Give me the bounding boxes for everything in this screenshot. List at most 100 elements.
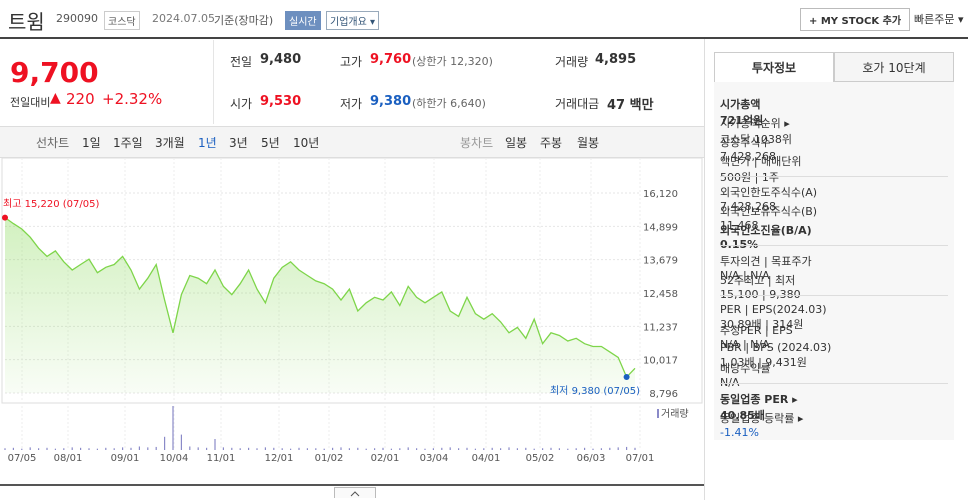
- volume-bar: [592, 448, 594, 450]
- realtime-badge[interactable]: 실시간: [285, 11, 321, 30]
- candle-tab[interactable]: 일봉: [505, 136, 528, 150]
- high-marker: [2, 214, 8, 221]
- info-label: 액면가 | 매매단위: [720, 155, 802, 168]
- candle-tab[interactable]: 주봉: [540, 136, 563, 150]
- my-stock-button[interactable]: + MY STOCK 추가: [800, 8, 911, 31]
- volume-bar: [483, 448, 485, 450]
- price: 9,700: [10, 56, 99, 89]
- volume-bar: [332, 447, 334, 450]
- group-divider: [720, 176, 948, 177]
- info-row: 상장주식수 7,428,268: [720, 134, 954, 163]
- volume-bar: [600, 448, 602, 450]
- volume-bar: [500, 448, 502, 450]
- summary-value: 47 백만: [607, 98, 654, 113]
- volume-bar: [71, 447, 73, 450]
- info-row: 동일업종 등락률 ▸ -1.41%: [720, 410, 954, 439]
- volume-bar: [626, 446, 628, 450]
- side-tab[interactable]: 투자정보: [714, 52, 834, 82]
- quick-order[interactable]: 빠른주문 ▾: [914, 13, 964, 26]
- tab-label: 봉차트: [460, 136, 494, 150]
- volume-bar: [290, 448, 292, 450]
- info-row: 외국인소진율(B/A) 0.15%: [720, 222, 954, 251]
- period-tab[interactable]: 1년: [198, 136, 217, 150]
- company-info[interactable]: 기업개요 ▾: [326, 11, 379, 30]
- y-tick-label: 14,899: [643, 222, 678, 233]
- x-tick-label: 06/03: [577, 453, 606, 464]
- volume-bar: [365, 448, 367, 450]
- period-tab[interactable]: 3년: [229, 136, 248, 150]
- info-label: 시가총액순위 ▸: [720, 117, 790, 130]
- volume-bar: [63, 448, 65, 450]
- info-row: PER | EPS(2024.03) 30.89배 | 314원: [720, 303, 954, 331]
- volume-bar: [256, 448, 258, 450]
- period-tab[interactable]: 1주일: [113, 136, 143, 150]
- divider: [0, 37, 968, 39]
- change-pct: +2.32%: [102, 90, 163, 108]
- info-value: 721억원: [720, 114, 764, 127]
- summary-label: 전일: [230, 55, 253, 69]
- change-arrow: ▲: [50, 90, 61, 106]
- info-row: 시가총액 721억원: [720, 96, 954, 127]
- summary-value: 9,530: [260, 94, 302, 109]
- x-tick-label: 10/04: [160, 453, 189, 464]
- market-badge: 코스닥: [104, 11, 140, 30]
- date-note: 기준(장마감): [214, 14, 274, 27]
- volume-bar: [248, 447, 250, 450]
- info-row: 52주최고 | 최저 15,100 | 9,380: [720, 272, 954, 301]
- info-value: 500원 | 1주: [720, 171, 779, 184]
- volume-bar: [172, 406, 174, 450]
- x-tick-label: 07/01: [626, 453, 655, 464]
- volume-bar: [399, 448, 401, 450]
- volume-bar: [273, 447, 275, 450]
- price-line: [4, 217, 636, 379]
- volume-bar: [122, 447, 124, 450]
- chart-tabs: [0, 126, 704, 158]
- info-label: 추정PER | EPS: [720, 324, 793, 337]
- volume-bar: [239, 448, 241, 450]
- candle-tab[interactable]: 월봉: [577, 136, 600, 150]
- volume-bar: [584, 447, 586, 450]
- volume-bar: [558, 448, 560, 450]
- volume-bar: [575, 448, 577, 450]
- info-value: 7,428,268: [720, 150, 776, 163]
- collapse-icon: [350, 491, 360, 497]
- x-tick-label: 11/01: [207, 453, 236, 464]
- volume-bar: [441, 447, 443, 450]
- period-tab[interactable]: 10년: [293, 136, 320, 150]
- volume-bar: [206, 447, 208, 450]
- x-tick-label: 05/02: [526, 453, 555, 464]
- volume-bar: [138, 446, 140, 450]
- volume-bar: [147, 447, 149, 450]
- period-tab[interactable]: 3개월: [155, 136, 185, 150]
- summary-label: 거래대금: [555, 97, 600, 111]
- collapse-button[interactable]: [334, 487, 376, 498]
- x-tick-label: 04/01: [472, 453, 501, 464]
- info-value: 코스닥 1038위: [720, 133, 792, 146]
- info-label: 배당수익률: [720, 362, 771, 375]
- info-row: 배당수익률 N/A: [720, 360, 954, 389]
- volume-bar: [54, 448, 56, 450]
- x-tick-label: 07/05: [8, 453, 37, 464]
- side-tab[interactable]: 호가 10단계: [834, 52, 954, 82]
- info-value: N/A | N/A: [720, 338, 770, 351]
- volume-bar: [491, 447, 493, 450]
- divider: [0, 484, 704, 486]
- volume-bar: [374, 448, 376, 450]
- volume-bar: [634, 447, 636, 450]
- volume-bar: [323, 448, 325, 450]
- volume-bar: [306, 448, 308, 450]
- volume-bar: [390, 448, 392, 450]
- volume-bar: [46, 447, 48, 450]
- period-tab[interactable]: 5년: [261, 136, 280, 150]
- volume-bar: [424, 448, 426, 450]
- volume-bar: [474, 448, 476, 450]
- info-label: 외국인한도주식수(A): [720, 186, 818, 199]
- volume-bar: [231, 447, 233, 450]
- period-tab[interactable]: 1일: [82, 136, 101, 150]
- info-row: 동일업종 PER ▸ 40.85배: [720, 391, 954, 422]
- volume-bar: [407, 447, 409, 450]
- info-value: 7,428,268: [720, 200, 776, 213]
- volume-bar: [189, 446, 191, 450]
- divider: [704, 39, 705, 500]
- volume-bar: [416, 448, 418, 450]
